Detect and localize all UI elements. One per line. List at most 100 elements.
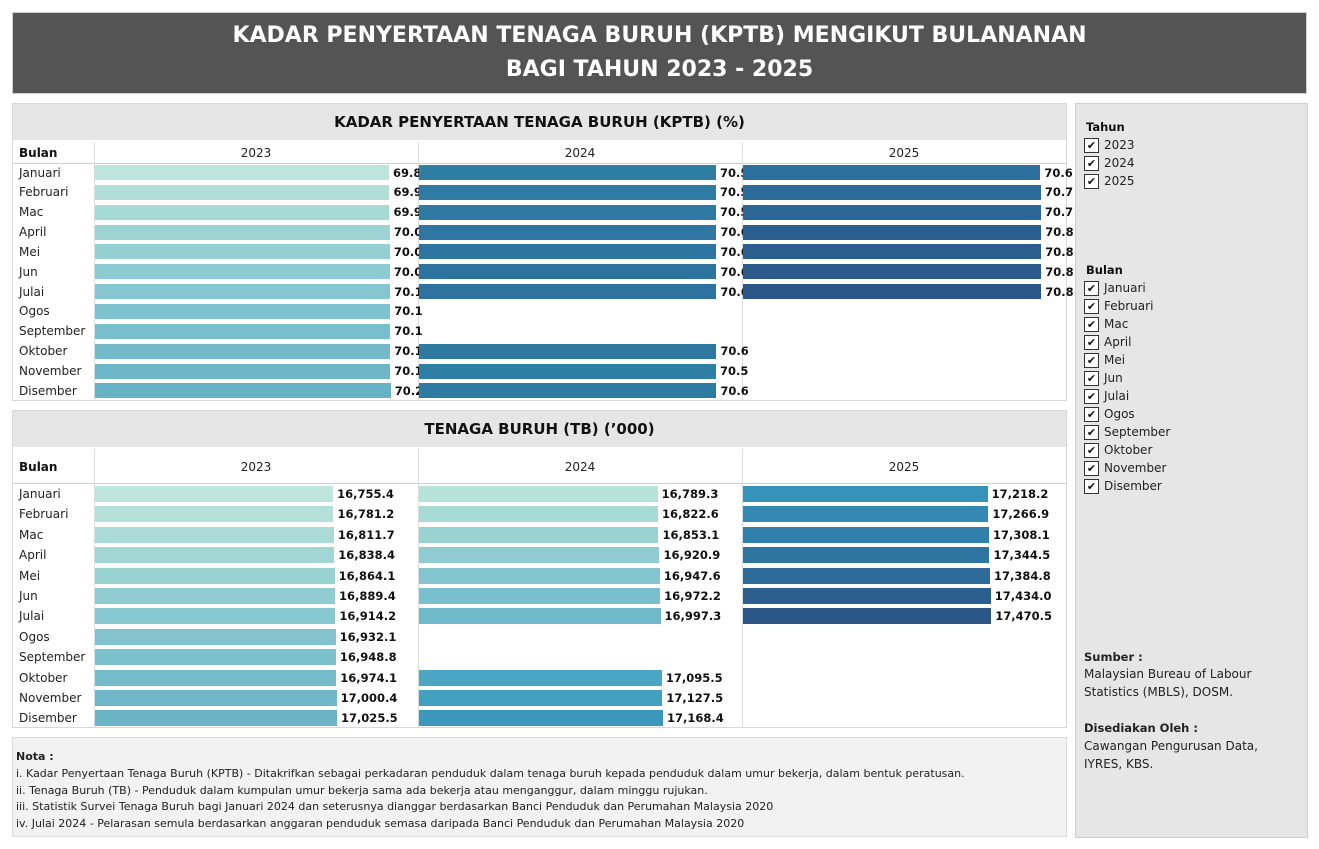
filter-tahun-2025[interactable]: ✔ 2025 [1084, 172, 1135, 190]
bar-2025-jun[interactable] [743, 264, 1042, 280]
bar-2023-mac[interactable] [95, 526, 334, 543]
bar-2024-disember[interactable] [419, 710, 663, 727]
bar-2025-januari[interactable] [743, 165, 1041, 180]
filter-bulan-november[interactable]: ✔ November [1084, 459, 1166, 477]
filter-bulan-januari[interactable]: ✔ Januari [1084, 279, 1146, 297]
kptb-chart-panel: KADAR PENYERTAAN TENAGA BURUH (KPTB) (%)… [12, 103, 1074, 401]
month-label-januari: Januari [19, 165, 61, 180]
bar-2025-februari[interactable] [743, 506, 989, 523]
bar-2024-april[interactable] [419, 224, 717, 240]
bar-2024-disember[interactable] [419, 383, 717, 399]
bar-2024-februari[interactable] [419, 506, 659, 523]
value-label-2025-mac: 17,308.1 [992, 527, 1050, 542]
bar-2024-mac[interactable] [419, 526, 659, 543]
bar-2023-november[interactable] [95, 690, 337, 706]
filter-tahun-2024[interactable]: ✔ 2024 [1084, 154, 1135, 172]
bar-2023-mac[interactable] [95, 204, 390, 220]
checkbox-checked-icon[interactable]: ✔ [1084, 424, 1099, 440]
checkbox-checked-icon[interactable]: ✔ [1084, 370, 1099, 386]
filter-option-label: 2025 [1104, 174, 1135, 188]
bar-2023-februari[interactable] [95, 184, 390, 200]
filter-bulan-mei[interactable]: ✔ Mei [1084, 351, 1125, 369]
bar-2023-januari[interactable] [95, 165, 390, 180]
bar-2023-disember[interactable] [95, 383, 391, 399]
bar-2023-jun[interactable] [95, 264, 390, 280]
bar-2024-november[interactable] [419, 363, 716, 379]
filter-bulan-julai[interactable]: ✔ Julai [1084, 387, 1129, 405]
bar-2024-jun[interactable] [419, 588, 661, 604]
checkbox-checked-icon[interactable]: ✔ [1084, 334, 1099, 350]
bar-2023-julai[interactable] [95, 284, 391, 300]
value-label-2024-oktober: 17,095.5 [665, 670, 723, 685]
bar-2024-januari[interactable] [419, 486, 658, 502]
bar-2023-jun[interactable] [95, 588, 335, 604]
bar-2025-mac[interactable] [743, 204, 1041, 220]
bar-2025-mei[interactable] [743, 567, 991, 584]
bar-2024-mac[interactable] [419, 204, 716, 220]
bar-2024-julai[interactable] [419, 284, 717, 300]
filter-bulan-mac[interactable]: ✔ Mac [1084, 315, 1128, 333]
bar-2025-januari[interactable] [743, 486, 988, 502]
bar-2023-mei[interactable] [95, 244, 390, 260]
bar-2024-mei[interactable] [419, 244, 717, 260]
checkbox-checked-icon[interactable]: ✔ [1084, 388, 1099, 404]
bar-2025-mei[interactable] [743, 244, 1042, 260]
value-label-2023-mac: 69.9 [393, 205, 422, 220]
bar-2024-januari[interactable] [419, 165, 716, 180]
bar-2023-ogos[interactable] [95, 628, 336, 645]
bar-2025-april[interactable] [743, 224, 1042, 240]
checkbox-checked-icon[interactable]: ✔ [1084, 173, 1099, 189]
bar-2023-mei[interactable] [95, 567, 335, 584]
checkbox-checked-icon[interactable]: ✔ [1084, 155, 1099, 171]
value-label-2025-februari: 70.7 [1044, 185, 1074, 200]
bar-2023-julai[interactable] [95, 608, 336, 625]
month-label-disember: Disember [19, 383, 77, 398]
bar-2024-oktober[interactable] [419, 669, 662, 686]
bar-2023-november[interactable] [95, 363, 391, 379]
checkbox-checked-icon[interactable]: ✔ [1084, 406, 1099, 422]
bar-2023-februari[interactable] [95, 506, 334, 523]
bar-2024-november[interactable] [419, 690, 663, 706]
bar-2023-oktober[interactable] [95, 343, 391, 359]
filter-bulan-jun[interactable]: ✔ Jun [1084, 369, 1123, 387]
bar-2025-februari[interactable] [743, 184, 1041, 200]
bar-2024-julai[interactable] [419, 608, 661, 625]
bar-2023-september[interactable] [95, 323, 391, 339]
filter-bulan-oktober[interactable]: ✔ Oktober [1084, 441, 1152, 459]
note-line: iv. Julai 2024 - Pelarasan semula berdas… [16, 817, 745, 831]
filter-option-label: Mei [1104, 353, 1126, 367]
bar-2023-oktober[interactable] [95, 669, 337, 686]
bar-2023-disember[interactable] [95, 710, 337, 727]
bar-2025-julai[interactable] [743, 284, 1042, 300]
bar-2023-april[interactable] [95, 224, 390, 240]
bar-2025-mac[interactable] [743, 526, 989, 543]
bar-2025-april[interactable] [743, 547, 990, 564]
checkbox-checked-icon[interactable]: ✔ [1084, 137, 1099, 153]
filter-bulan-disember[interactable]: ✔ Disember [1084, 477, 1162, 495]
filter-bulan-april[interactable]: ✔ April [1084, 333, 1131, 351]
checkbox-checked-icon[interactable]: ✔ [1084, 316, 1099, 332]
checkbox-checked-icon[interactable]: ✔ [1084, 298, 1099, 314]
bar-2024-februari[interactable] [419, 184, 716, 200]
bar-2023-september[interactable] [95, 649, 336, 666]
bar-2025-jun[interactable] [743, 588, 991, 604]
filter-bulan-ogos[interactable]: ✔ Ogos [1084, 405, 1135, 423]
filter-bulan-september[interactable]: ✔ September [1084, 423, 1170, 441]
bar-2024-mei[interactable] [419, 567, 660, 584]
bar-2024-jun[interactable] [419, 264, 717, 280]
checkbox-checked-icon[interactable]: ✔ [1084, 280, 1099, 296]
bar-2023-januari[interactable] [95, 486, 334, 502]
bar-2023-ogos[interactable] [95, 303, 391, 319]
bar-2025-julai[interactable] [743, 608, 992, 625]
filter-tahun-2023[interactable]: ✔ 2023 [1084, 136, 1135, 154]
checkbox-checked-icon[interactable]: ✔ [1084, 460, 1099, 476]
filter-bulan-februari[interactable]: ✔ Februari [1084, 297, 1153, 315]
checkbox-checked-icon[interactable]: ✔ [1084, 442, 1099, 458]
value-label-2024-november: 70.5 [719, 364, 749, 378]
checkbox-checked-icon[interactable]: ✔ [1084, 352, 1099, 368]
value-label-2023-jun: 70.0 [393, 264, 423, 279]
bar-2024-april[interactable] [419, 547, 660, 564]
bar-2024-oktober[interactable] [419, 343, 717, 359]
bar-2023-april[interactable] [95, 547, 335, 564]
checkbox-checked-icon[interactable]: ✔ [1084, 478, 1099, 494]
